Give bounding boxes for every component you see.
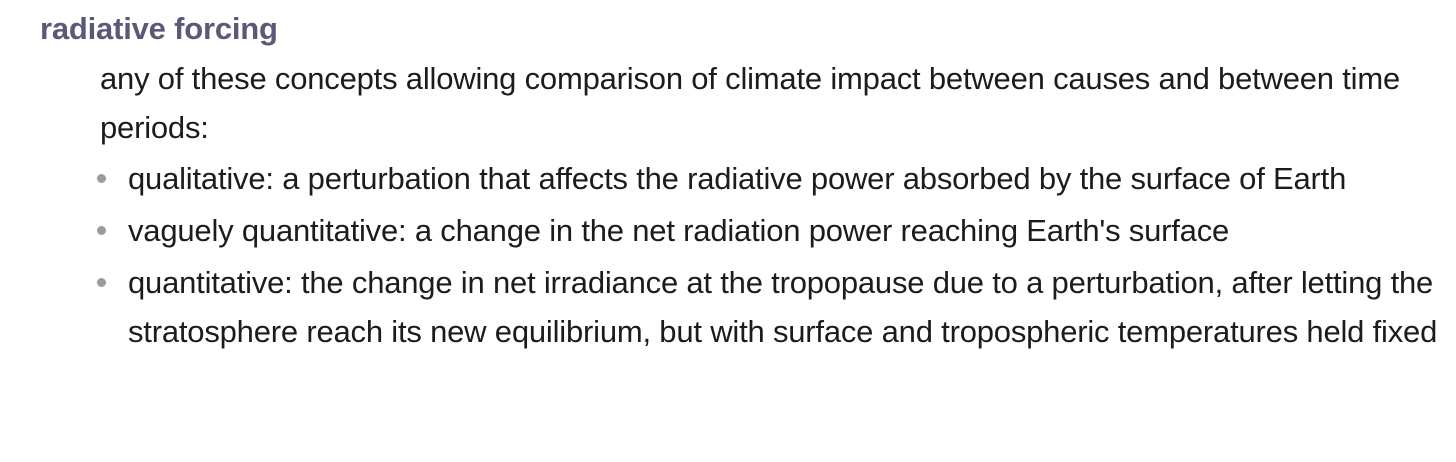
entry-term: radiative forcing [40,11,278,46]
sense-text: quantitative: the change in net irradian… [128,265,1438,349]
bullet-icon [97,174,106,183]
entry-definition: any of these concepts allowing compariso… [40,54,1440,356]
sense-text: qualitative: a perturbation that affects… [128,161,1347,196]
bullet-icon [97,278,106,287]
list-item: quantitative: the change in net irradian… [97,258,1440,356]
bullet-icon [97,226,106,235]
list-item: qualitative: a perturbation that affects… [97,154,1440,203]
definition-intro: any of these concepts allowing compariso… [100,61,1401,145]
glossary-entry: radiative forcing any of these concepts … [40,11,1440,356]
sense-text: vaguely quantitative: a change in the ne… [128,213,1230,248]
list-item: vaguely quantitative: a change in the ne… [97,206,1440,255]
sense-list: qualitative: a perturbation that affects… [97,154,1440,356]
